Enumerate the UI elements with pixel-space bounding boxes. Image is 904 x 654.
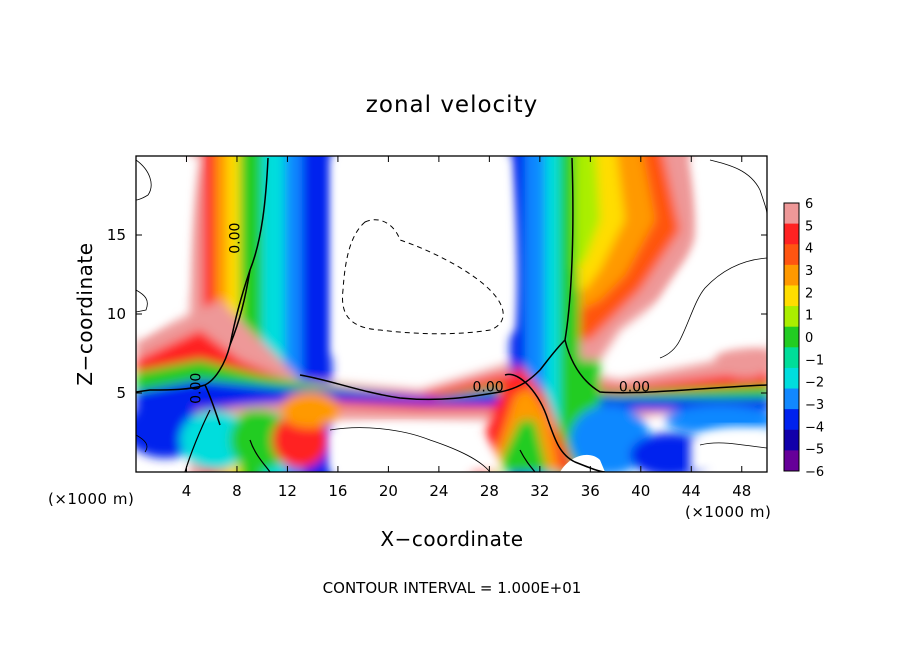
colorbar-swatch	[784, 347, 799, 369]
colorbar-tick-label: −1	[805, 353, 824, 368]
contour-label: 0.00	[227, 223, 243, 254]
x-tick-label: 16	[328, 482, 347, 500]
x-tick-label: 4	[182, 482, 192, 500]
colorbar-swatch	[784, 450, 799, 472]
colorbar-swatch	[784, 244, 799, 266]
colorbar-tick-label: 0	[805, 331, 813, 346]
colorbar-tick-label: 6	[805, 197, 813, 212]
x-tick-label: 20	[379, 482, 398, 500]
chart-title: zonal velocity	[366, 92, 538, 118]
colorbar-tick-label: −3	[805, 398, 824, 413]
colorbar-tick-label: 2	[805, 286, 813, 301]
colorbar-tick-label: 1	[805, 309, 813, 324]
contour-label: 0.00	[619, 379, 650, 395]
colorbar-tick-label: 5	[805, 219, 813, 234]
colorbar-tick-label: 4	[805, 242, 813, 257]
x-tick-label: 24	[429, 482, 448, 500]
colorbar: 6 5 4 3 2 1 0 −1 −2 −3 −4 −5 −6	[783, 197, 824, 480]
colorbar-tick-label: −6	[805, 465, 824, 480]
contour-label: 0.00	[473, 379, 504, 395]
contour-labels: 0.00 0.00 0.00 0.00	[188, 223, 650, 404]
x-tick-label: 40	[631, 482, 650, 500]
x-tick-label: 44	[682, 482, 701, 500]
colorbar-frame	[783, 202, 800, 472]
x-axis-label: X−coordinate	[380, 527, 523, 551]
colorbar-tick-label: −2	[805, 376, 824, 391]
y-tick-label: 15	[107, 226, 126, 244]
colorbar-tick-label: −4	[805, 420, 824, 435]
colorbar-swatch	[784, 409, 799, 431]
x-tick-label: 8	[232, 482, 242, 500]
contour-interval-note: CONTOUR INTERVAL = 1.000E+01	[323, 579, 582, 597]
colorbar-swatch	[784, 367, 799, 390]
y-tick-label: 5	[116, 384, 126, 402]
colorbar-swatch	[784, 306, 799, 328]
colorbar-swatch	[784, 388, 799, 410]
x-tick-label: 28	[480, 482, 499, 500]
x-tick-label: 36	[581, 482, 600, 500]
colorbar-swatch	[784, 203, 799, 225]
colorbar-swatch	[784, 285, 799, 307]
x-unit-label-left: (×1000 m)	[48, 490, 134, 508]
contour-label: 0.00	[188, 373, 204, 404]
colorbar-tick-label: 3	[805, 264, 813, 279]
heatmap-field	[136, 156, 767, 472]
x-tick-label: 32	[530, 482, 549, 500]
colorbar-swatch	[784, 223, 799, 245]
colorbar-swatch	[784, 326, 799, 348]
colorbar-swatch	[784, 264, 799, 286]
colorbar-tick-label: −5	[805, 443, 824, 458]
y-tick-label: 10	[107, 305, 126, 323]
x-axis-ticks: 4 8 12 16 20 24 28 32 36 40 44 48	[182, 156, 751, 500]
x-unit-label-right: (×1000 m)	[685, 503, 771, 521]
x-tick-label: 48	[732, 482, 751, 500]
y-axis-ticks: 5 10 15	[107, 226, 767, 402]
contour-lines	[136, 157, 767, 472]
y-axis-label: Z−coordinate	[73, 242, 97, 385]
colorbar-swatch	[784, 429, 799, 451]
x-tick-label: 12	[278, 482, 297, 500]
